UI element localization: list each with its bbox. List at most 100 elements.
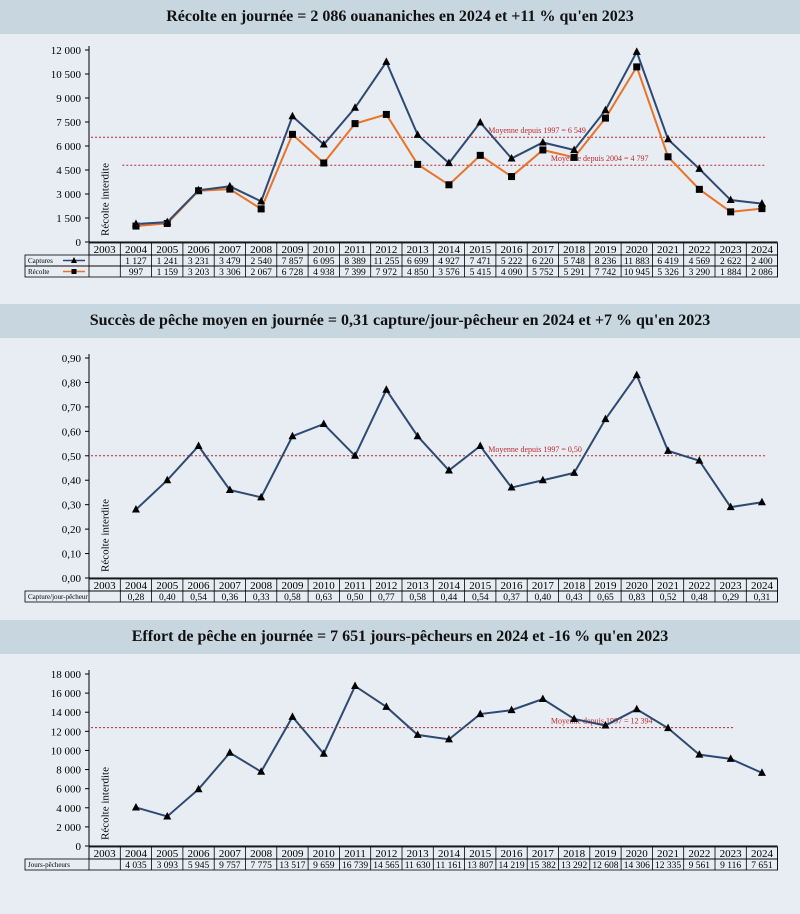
data-label: 4 035: [125, 861, 147, 871]
year-label: 2007: [219, 580, 242, 592]
data-label: 12 335: [655, 861, 681, 871]
data-label: 3 203: [188, 268, 210, 278]
data-label: 4 927: [438, 257, 460, 267]
point-triangle: [507, 705, 516, 714]
year-label: 2012: [375, 848, 397, 860]
year-label: 2023: [720, 848, 743, 860]
data-label: 0,29: [722, 593, 739, 603]
year-label: 2018: [563, 580, 586, 592]
data-row: [24, 858, 778, 871]
point-square: [445, 181, 453, 189]
point-triangle: [257, 492, 266, 501]
data-label: 3 306: [219, 268, 241, 278]
data-label: 2 086: [751, 268, 773, 278]
year-label: 2004: [125, 848, 148, 860]
point-square: [351, 120, 359, 128]
point-triangle: [225, 485, 234, 493]
data-label: 1 241: [157, 257, 179, 267]
point-triangle: [570, 714, 579, 722]
year-label: 2003: [94, 244, 117, 256]
year-label: 2018: [563, 848, 586, 860]
data-label: 8 236: [595, 257, 617, 267]
data-label: 8 389: [344, 257, 366, 267]
y-tick-label: 8 000: [56, 765, 81, 777]
point-square: [727, 208, 735, 216]
mean-line-label: Moyenne depuis 1997 = 6 549: [488, 126, 586, 135]
data-label: 16 739: [342, 861, 368, 871]
year-label: 2021: [657, 848, 679, 860]
y-tick-label: 0,20: [62, 524, 82, 536]
point-square: [320, 159, 328, 167]
data-label: 5 945: [188, 861, 210, 871]
year-label: 2011: [344, 580, 366, 592]
point-triangle: [351, 681, 360, 690]
point-triangle: [507, 483, 516, 491]
data-label: 0,43: [566, 593, 583, 603]
point-triangle: [225, 748, 234, 756]
data-label: 7 399: [344, 268, 366, 278]
year-label: 2019: [594, 244, 617, 256]
y-tick-label: 16 000: [51, 688, 82, 700]
point-triangle: [538, 475, 547, 484]
data-label: 4 090: [501, 268, 523, 278]
point-triangle: [695, 750, 704, 758]
year-label: 2024: [751, 580, 774, 592]
point-square: [664, 153, 672, 161]
point-triangle: [726, 195, 735, 204]
banned-label: Récolte interdite: [100, 499, 112, 572]
data-label: 13 292: [561, 861, 587, 871]
year-label: 2007: [219, 244, 242, 256]
year-label: 2010: [313, 848, 336, 860]
y-tick-label: 1 500: [56, 213, 81, 225]
data-label: 7 471: [470, 257, 492, 267]
point-triangle: [163, 811, 172, 820]
y-tick-label: 4 000: [56, 803, 81, 815]
point-triangle: [163, 217, 172, 226]
year-label: 2007: [219, 848, 242, 860]
data-label: 1 884: [720, 268, 742, 278]
point-triangle: [757, 199, 766, 207]
point-triangle: [476, 441, 485, 449]
point-triangle: [476, 117, 485, 126]
point-triangle: [225, 181, 234, 190]
point-triangle: [194, 784, 203, 793]
data-label: 4 938: [313, 268, 335, 278]
data-label: 1 159: [157, 268, 179, 278]
point-triangle: [726, 502, 735, 511]
year-label: 2004: [125, 244, 148, 256]
point-square: [476, 151, 484, 159]
point-triangle: [382, 702, 391, 710]
year-label: 2005: [156, 848, 179, 860]
year-label: 2015: [469, 580, 492, 592]
data-label: 5 222: [501, 257, 523, 267]
year-label: 2013: [407, 580, 430, 592]
point-triangle: [413, 130, 422, 138]
point-triangle: [131, 802, 140, 811]
year-label: 2017: [532, 580, 555, 592]
point-triangle: [444, 465, 453, 474]
data-label: 6 419: [657, 257, 679, 267]
year-label: 2017: [532, 244, 555, 256]
point-triangle: [632, 704, 641, 713]
year-label: 2018: [563, 244, 586, 256]
y-tick-label: 0: [76, 841, 82, 853]
data-label: 7 972: [376, 268, 398, 278]
year-label: 2010: [313, 244, 336, 256]
series-name: Captures: [28, 257, 53, 265]
year-label: 2014: [438, 580, 461, 592]
data-label: 3 576: [438, 268, 460, 278]
year-label: 2006: [188, 848, 211, 860]
point-triangle: [538, 694, 547, 703]
series-name: Capture/jour-pêcheur: [28, 593, 88, 601]
year-label: 2019: [594, 580, 617, 592]
y-tick-label: 3 000: [56, 189, 81, 201]
point-triangle: [570, 468, 579, 476]
point-square: [414, 160, 422, 168]
year-label: 2004: [125, 580, 148, 592]
point-triangle: [319, 139, 328, 148]
y-tick-label: 0,40: [62, 475, 82, 487]
point-square: [382, 110, 390, 118]
data-label: 2 400: [751, 257, 773, 267]
data-label: 6 095: [313, 257, 335, 267]
point-triangle: [664, 723, 673, 732]
